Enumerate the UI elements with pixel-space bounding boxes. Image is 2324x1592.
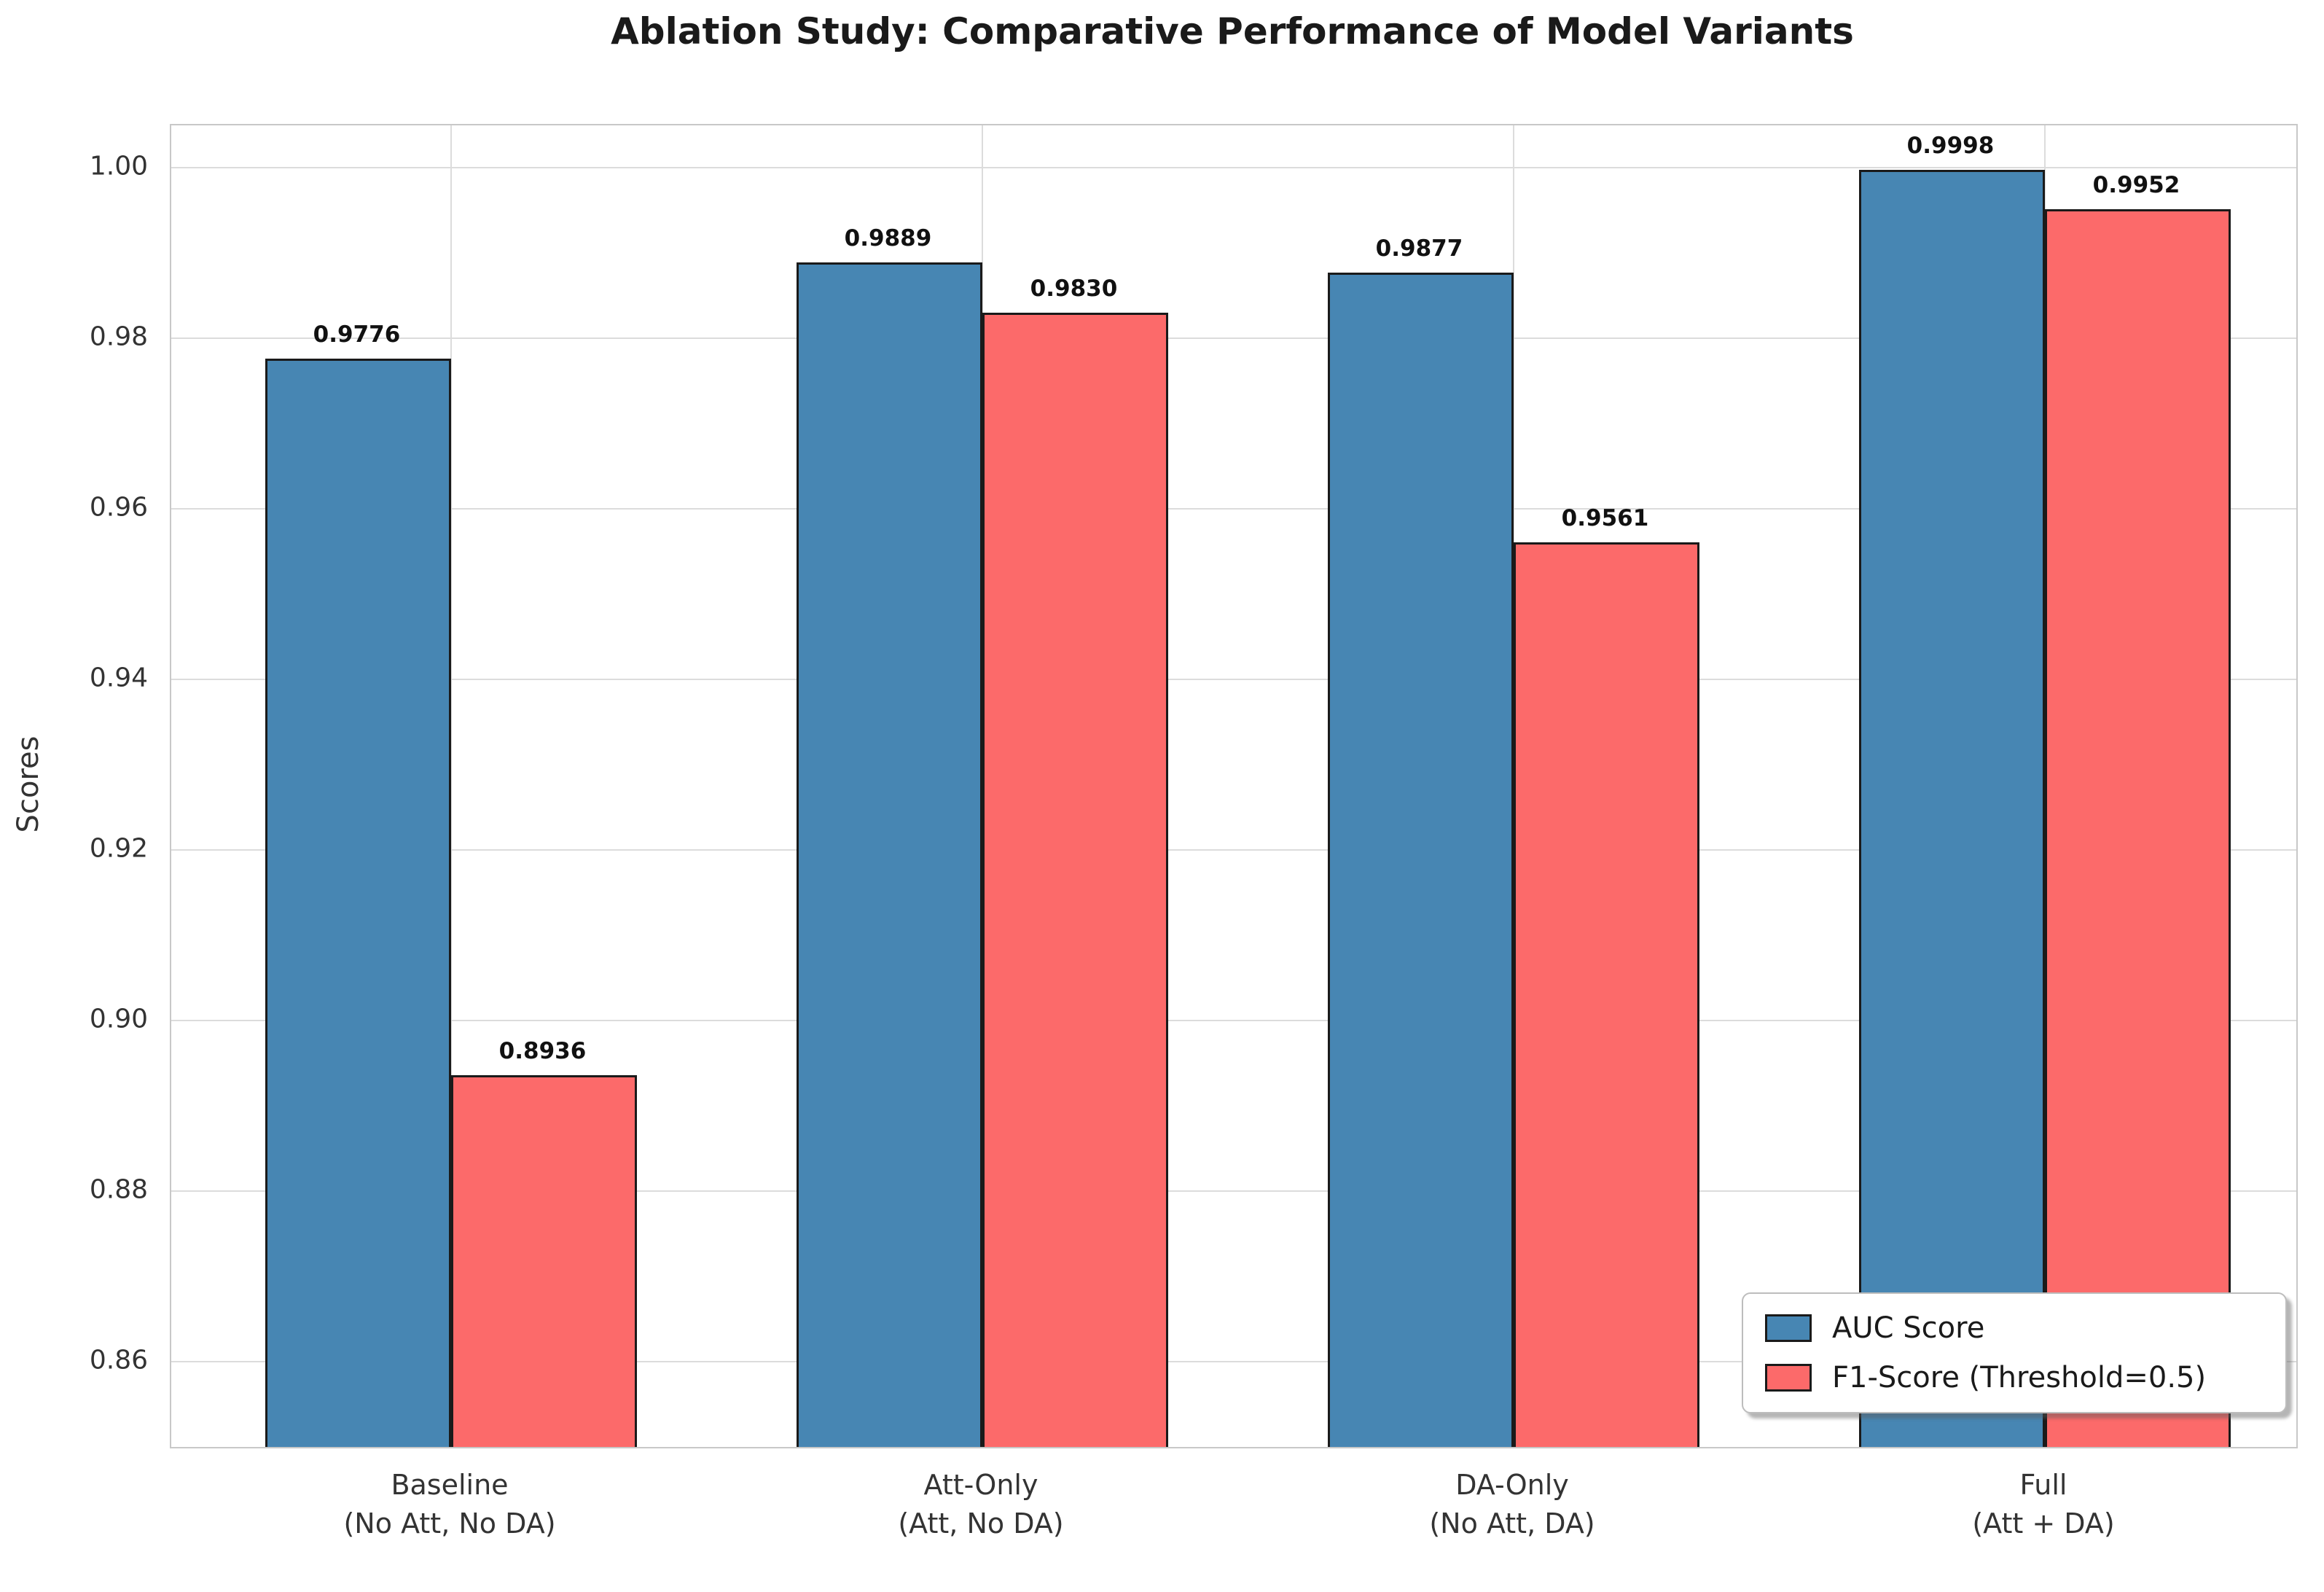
y-gridline: [171, 849, 2296, 851]
y-gridline: [171, 508, 2296, 510]
y-gridline: [171, 679, 2296, 681]
y-tick-label: 0.98: [89, 321, 148, 352]
legend-swatch-icon: [1765, 1364, 1812, 1392]
y-gridline: [171, 1020, 2296, 1022]
bar-value-label: 0.8936: [498, 1038, 587, 1065]
y-tick-label: 0.96: [89, 492, 148, 523]
y-tick-label: 0.88: [89, 1174, 148, 1205]
legend-label: AUC Score: [1832, 1311, 1985, 1345]
y-gridline: [171, 337, 2296, 340]
bar-auc-score-3: [1859, 169, 2045, 1447]
bar-f1-score-threshold-0-5-3: [2045, 208, 2231, 1447]
legend-item: AUC Score: [1765, 1311, 2264, 1345]
legend-swatch-icon: [1765, 1314, 1812, 1342]
chart-title: Ablation Study: Comparative Performance …: [611, 10, 1854, 52]
bar-value-label: 0.9776: [313, 321, 401, 348]
y-gridline: [171, 1361, 2296, 1363]
bar-auc-score-0: [265, 359, 451, 1447]
bar-value-label: 0.9952: [2092, 171, 2180, 198]
y-tick-label: 0.94: [89, 663, 148, 693]
legend-label: F1-Score (Threshold=0.5): [1832, 1361, 2207, 1394]
legend-item: F1-Score (Threshold=0.5): [1765, 1361, 2264, 1394]
x-tick-label: Att-Only (Att, No DA): [898, 1469, 1064, 1540]
bar-f1-score-threshold-0-5-1: [982, 313, 1168, 1447]
x-tick-label: Full (Att + DA): [1972, 1469, 2115, 1540]
bar-value-label: 0.9889: [844, 225, 932, 252]
bar-f1-score-threshold-0-5-2: [1514, 542, 1699, 1447]
y-tick-label: 1.00: [89, 151, 148, 182]
bar-f1-score-threshold-0-5-0: [451, 1075, 637, 1447]
bar-value-label: 0.9877: [1375, 235, 1463, 262]
bar-auc-score-1: [797, 262, 982, 1447]
bar-value-label: 0.9998: [1906, 132, 1995, 159]
plot-area: [170, 124, 2298, 1448]
y-gridline: [171, 1190, 2296, 1193]
x-tick-label: DA-Only (No Att, DA): [1429, 1469, 1595, 1540]
y-tick-label: 0.92: [89, 833, 148, 864]
y-tick-label: 0.86: [89, 1345, 148, 1376]
legend: AUC Score F1-Score (Threshold=0.5): [1742, 1292, 2287, 1413]
y-gridline: [171, 167, 2296, 169]
bar-value-label: 0.9830: [1030, 276, 1118, 303]
bar-value-label: 0.9561: [1561, 504, 1649, 531]
x-gridline: [450, 125, 452, 1447]
y-tick-label: 0.90: [89, 1004, 148, 1034]
bar-auc-score-2: [1328, 273, 1514, 1447]
y-axis-label: Scores: [12, 735, 45, 833]
x-tick-label: Baseline (No Att, No DA): [343, 1469, 556, 1540]
